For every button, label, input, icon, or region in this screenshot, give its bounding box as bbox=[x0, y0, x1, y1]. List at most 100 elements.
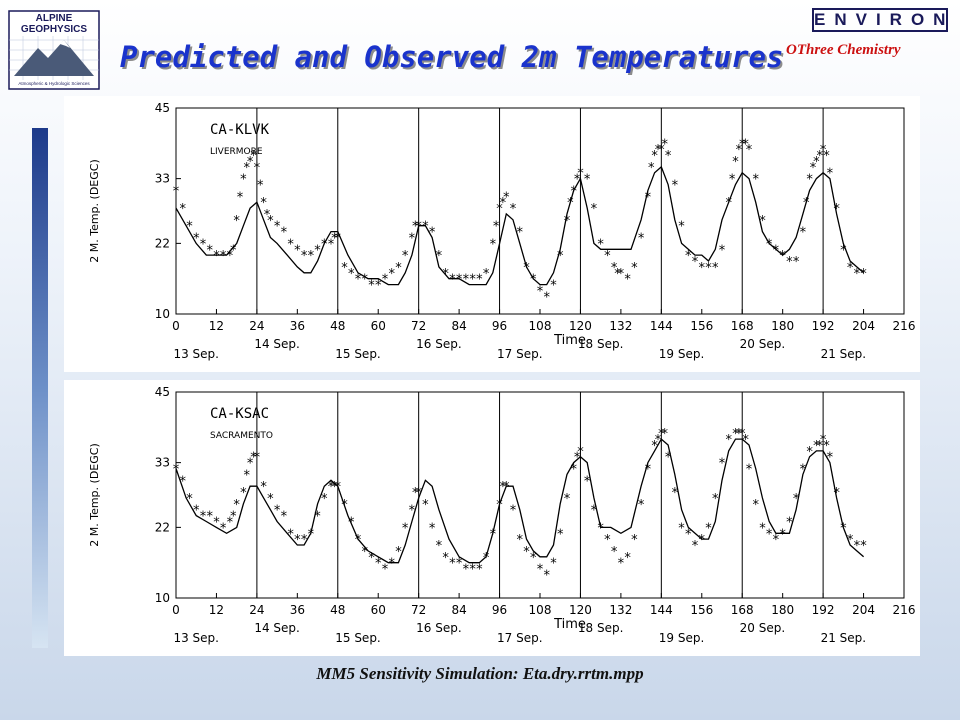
observed-point: * bbox=[250, 149, 257, 164]
environ-logo: ENVIRON bbox=[812, 8, 948, 32]
logo-left-line1: ALPINE bbox=[36, 13, 73, 24]
observed-point: * bbox=[213, 249, 220, 264]
othree-chemistry-label: OThree Chemistry bbox=[786, 42, 901, 58]
observed-point: * bbox=[732, 427, 739, 442]
station-name-label: SACRAMENTO bbox=[210, 431, 273, 441]
y-axis-label: 2 M. Temp. (DEGC) bbox=[88, 443, 101, 547]
x-tick-label: 72 bbox=[411, 319, 426, 333]
mountain-logo-icon: ALPINE GEOPHYSICS Atmospheric & Hydrolog… bbox=[8, 10, 100, 90]
day-label: 18 Sep. bbox=[578, 337, 624, 351]
observed-point: * bbox=[854, 539, 861, 554]
observed-point: * bbox=[661, 137, 668, 152]
chart-svg-0: 0 12 24 36 48 60 72 84 96 108 120 132 144 156 168 180 19… bbox=[88, 101, 916, 361]
observed-point: * bbox=[618, 557, 625, 572]
observed-point: * bbox=[193, 504, 200, 519]
observed-point: * bbox=[490, 237, 497, 252]
observed-point: * bbox=[655, 433, 662, 448]
observed-point: * bbox=[631, 533, 638, 548]
x-tick-label: 144 bbox=[650, 319, 673, 333]
x-axis-label: Time bbox=[553, 617, 586, 632]
observed-point: * bbox=[230, 510, 237, 525]
station-code-label: CA-KSAC bbox=[210, 406, 269, 422]
observed-point: * bbox=[368, 551, 375, 566]
observed-point: * bbox=[645, 463, 652, 478]
observed-point: * bbox=[692, 255, 699, 270]
observed-point: * bbox=[469, 273, 476, 288]
observed-point: * bbox=[254, 161, 261, 176]
observed-point: * bbox=[469, 563, 476, 578]
observed-point: * bbox=[786, 515, 793, 530]
observed-point: * bbox=[685, 249, 692, 264]
observed-point: * bbox=[584, 173, 591, 188]
observed-point: * bbox=[638, 231, 645, 246]
observed-point: * bbox=[230, 243, 237, 258]
observed-point: * bbox=[564, 492, 571, 507]
observed-point: * bbox=[375, 557, 382, 572]
station-name-label: LIVERMORE bbox=[210, 147, 263, 157]
day-label: 20 Sep. bbox=[740, 621, 786, 635]
observed-point: * bbox=[254, 451, 261, 466]
observed-point: * bbox=[348, 267, 355, 282]
observed-point: * bbox=[712, 492, 719, 507]
logo-left-tagline: Atmospheric & Hydrologic Sciences bbox=[18, 81, 90, 86]
observed-point: * bbox=[355, 273, 362, 288]
x-tick-label: 48 bbox=[330, 603, 345, 617]
plot-frame bbox=[175, 107, 905, 315]
observed-point: * bbox=[409, 504, 416, 519]
observed-point: * bbox=[611, 261, 618, 276]
observed-point: * bbox=[523, 545, 530, 560]
observed-point: * bbox=[436, 249, 443, 264]
observed-point: * bbox=[490, 527, 497, 542]
observed-point: * bbox=[476, 273, 483, 288]
observed-point: * bbox=[833, 202, 840, 217]
chart-panel-livermore: 0 12 24 36 48 60 72 84 96 108 120 132 144 156 168 180 19… bbox=[64, 96, 920, 372]
observed-point: * bbox=[476, 563, 483, 578]
observed-point: * bbox=[200, 510, 207, 525]
x-tick-label: 156 bbox=[690, 319, 713, 333]
observed-point: * bbox=[510, 202, 517, 217]
day-label: 15 Sep. bbox=[335, 631, 381, 645]
x-tick-label: 132 bbox=[609, 603, 632, 617]
observed-point: * bbox=[281, 226, 288, 241]
observed-point: * bbox=[415, 486, 422, 501]
observed-point: * bbox=[412, 220, 419, 235]
observed-point: * bbox=[233, 498, 240, 513]
observed-point: * bbox=[705, 521, 712, 536]
observed-point: * bbox=[442, 267, 449, 282]
x-tick-label: 192 bbox=[812, 319, 835, 333]
x-tick-label: 216 bbox=[893, 603, 916, 617]
x-tick-label: 60 bbox=[371, 319, 386, 333]
observed-point: * bbox=[739, 137, 746, 152]
x-tick-label: 216 bbox=[893, 319, 916, 333]
observed-point: * bbox=[382, 273, 389, 288]
y-axis-label: 2 M. Temp. (DEGC) bbox=[88, 159, 101, 263]
observed-point: * bbox=[267, 492, 274, 507]
observed-point: * bbox=[752, 173, 759, 188]
observed-point: * bbox=[328, 480, 335, 495]
x-tick-label: 120 bbox=[569, 319, 592, 333]
x-tick-label: 156 bbox=[690, 603, 713, 617]
observed-point: * bbox=[206, 510, 213, 525]
observed-point: * bbox=[759, 521, 766, 536]
observed-point: * bbox=[287, 237, 294, 252]
observed-point: * bbox=[746, 143, 753, 158]
day-label: 21 Sep. bbox=[821, 631, 867, 645]
observed-point: * bbox=[220, 521, 227, 536]
observed-point: * bbox=[274, 220, 281, 235]
observed-point: * bbox=[206, 243, 213, 258]
day-label: 14 Sep. bbox=[254, 621, 300, 635]
observed-point: * bbox=[537, 563, 544, 578]
observed-point: * bbox=[648, 161, 655, 176]
logo-left-line2: GEOPHYSICS bbox=[21, 24, 87, 35]
x-tick-label: 60 bbox=[371, 603, 386, 617]
observed-point: * bbox=[412, 486, 419, 501]
observed-point: * bbox=[631, 261, 638, 276]
day-label: 15 Sep. bbox=[335, 347, 381, 361]
observed-point: * bbox=[672, 486, 679, 501]
observed-point: * bbox=[699, 533, 706, 548]
observed-point: * bbox=[736, 427, 743, 442]
observed-point: * bbox=[200, 237, 207, 252]
observed-point: * bbox=[729, 173, 736, 188]
observed-point: * bbox=[227, 249, 234, 264]
x-tick-label: 144 bbox=[650, 603, 673, 617]
